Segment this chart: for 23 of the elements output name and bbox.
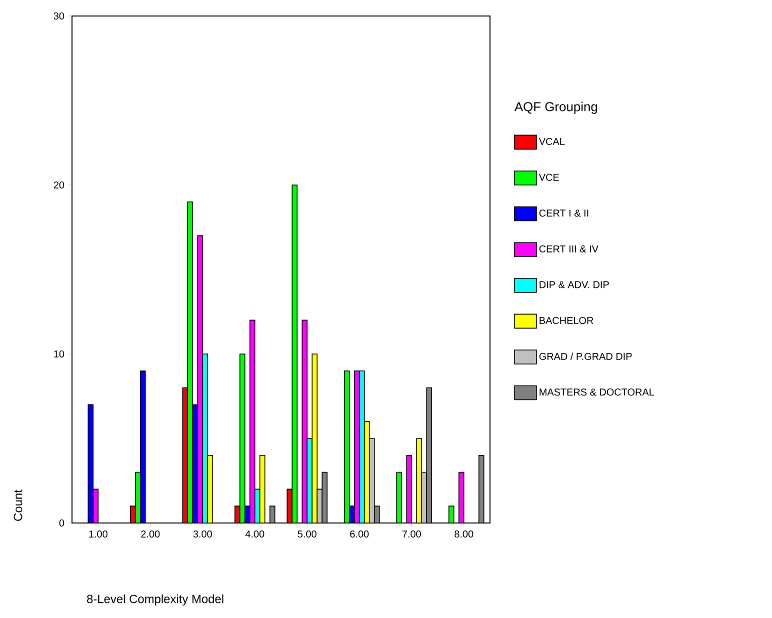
legend-label: GRAD / P.GRAD DIP bbox=[539, 352, 632, 360]
legend-label: CERT III & IV bbox=[539, 245, 598, 252]
legend-label: VCAL bbox=[538, 138, 565, 146]
x-tick-label: 6.00 bbox=[350, 530, 369, 538]
x-tick-label: 4.00 bbox=[245, 530, 264, 538]
x-tick-label: 3.00 bbox=[193, 530, 212, 538]
x-tick-label: 5.00 bbox=[298, 530, 316, 538]
legend-label: MASTERS & DOCTORAL bbox=[540, 388, 654, 396]
x-tick-label: 7.00 bbox=[402, 530, 421, 538]
y-tick-label: 30 bbox=[54, 12, 64, 20]
legend-label: BACHELOR bbox=[540, 316, 594, 324]
y-tick-label: 0 bbox=[59, 519, 64, 527]
legend-label: VCE bbox=[538, 174, 559, 181]
y-axis-title: Count bbox=[14, 490, 22, 521]
legend-label: CERT I & II bbox=[539, 210, 588, 217]
y-tick-label: 10 bbox=[54, 350, 64, 358]
legend-title: AQF Grouping bbox=[514, 102, 598, 114]
x-tick-label: 1.00 bbox=[89, 530, 108, 538]
x-tick-label: 8.00 bbox=[454, 530, 474, 538]
x-axis-title: 8-Level Complexity Model bbox=[87, 594, 224, 606]
legend-label: DIP & ADV. DIP bbox=[540, 281, 609, 288]
y-tick-label: 20 bbox=[54, 181, 64, 189]
x-tick-label: 2.00 bbox=[141, 530, 160, 538]
